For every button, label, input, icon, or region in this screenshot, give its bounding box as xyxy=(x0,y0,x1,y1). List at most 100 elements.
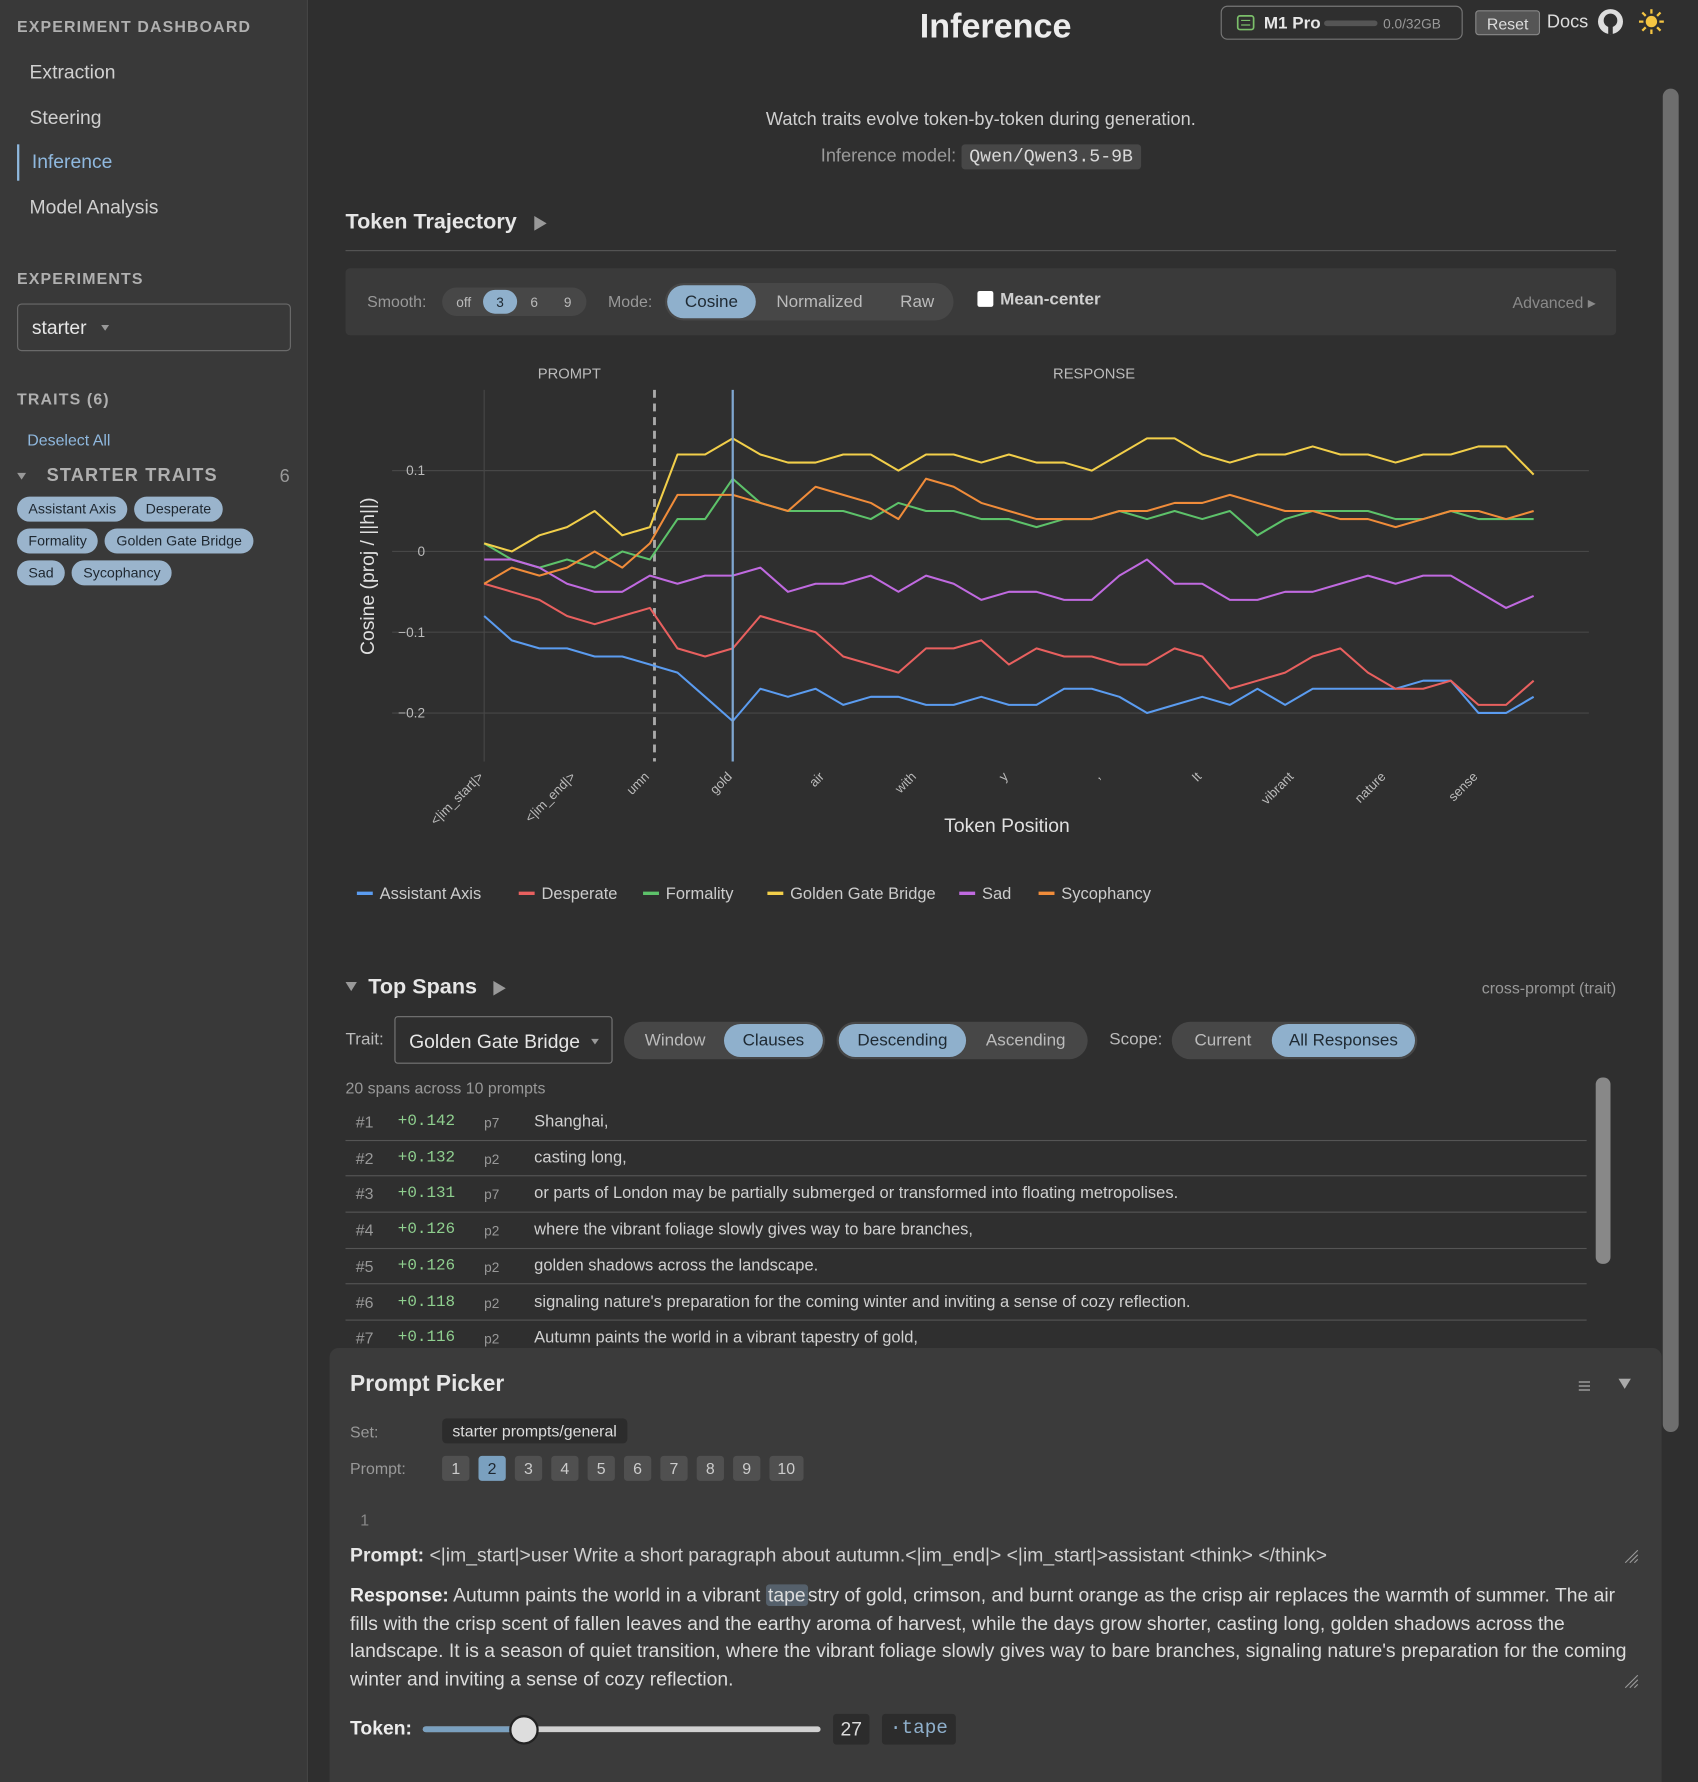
toggle-option[interactable]: Cosine xyxy=(667,285,756,319)
span-text: where the vibrant foliage slowly gives w… xyxy=(534,1220,973,1239)
span-score: +0.116 xyxy=(397,1328,456,1348)
response-block: Response: Autumn paints the world in a v… xyxy=(350,1582,1646,1693)
series-line xyxy=(483,437,1535,553)
device-pill[interactable]: M1 Pro 0.0/32GB xyxy=(1220,5,1463,40)
page-title: Inference xyxy=(919,7,1072,46)
series-line xyxy=(484,558,1535,609)
span-prompt: p2 xyxy=(484,1223,500,1239)
trait-chips: Assistant Axis Desperate Formality Golden G… xyxy=(17,496,290,586)
collapse-arrow[interactable] xyxy=(17,472,27,481)
toggle-option[interactable]: Clauses xyxy=(723,1024,823,1057)
nav-item[interactable]: Model Analysis xyxy=(29,196,159,218)
x-axis-title: Token Position xyxy=(944,816,1070,837)
prompt-button[interactable]: 10 xyxy=(769,1455,804,1481)
controls-bar: Smooth: off 3 6 9 Mode: Cosine Normalized Raw… xyxy=(345,268,1617,336)
span-rank: #1 xyxy=(355,1112,374,1131)
nav-item[interactable]: Inference xyxy=(17,144,290,181)
theme-toggle[interactable] xyxy=(1638,9,1664,35)
x-tick-label: nature xyxy=(1352,769,1389,806)
device-icon xyxy=(1236,15,1255,31)
token-slider[interactable] xyxy=(422,1715,821,1745)
menu-icon[interactable] xyxy=(1578,1381,1591,1391)
toggle-option[interactable]: 6 xyxy=(530,293,538,310)
prompt-button[interactable]: 4 xyxy=(551,1455,579,1481)
span-row[interactable]: #4 +0.126 p2 where the vibrant foliage slow… xyxy=(345,1213,1587,1249)
set-label: Set: xyxy=(350,1422,379,1442)
y-tick-label: −0.1 xyxy=(398,625,425,640)
x-tick-label: gold xyxy=(707,769,735,797)
x-tick-label: air xyxy=(806,768,827,789)
trait-select[interactable]: Golden Gate Bridge xyxy=(394,1016,613,1064)
trait-chip[interactable]: Sad xyxy=(17,560,66,586)
slider-thumb[interactable] xyxy=(508,1715,539,1745)
trait-chip[interactable]: Desperate xyxy=(134,496,223,522)
prompt-button[interactable]: 1 xyxy=(442,1455,470,1481)
memory-bar xyxy=(1324,20,1378,27)
prompt-button[interactable]: 5 xyxy=(587,1455,615,1481)
nav-item[interactable]: Extraction xyxy=(29,61,116,83)
advanced-toggle[interactable]: Advanced ▸ xyxy=(1512,293,1596,312)
span-row[interactable]: #5 +0.126 p2 golden shadows across the land… xyxy=(345,1249,1587,1285)
trait-chip[interactable]: Sycophancy xyxy=(71,560,173,586)
span-score: +0.118 xyxy=(397,1292,456,1312)
section-heading: Top Spans xyxy=(368,975,478,1000)
prompt-button[interactable]: 6 xyxy=(623,1455,652,1481)
mean-center-label[interactable]: Mean-center xyxy=(1000,289,1101,310)
mean-center-checkbox[interactable] xyxy=(977,290,994,307)
mode-label: Mode: xyxy=(608,292,653,311)
x-tick-label: y xyxy=(996,769,1012,785)
prompt-button[interactable]: 8 xyxy=(696,1455,724,1481)
toggle-option[interactable]: off xyxy=(456,293,472,310)
toggle-option[interactable]: Ascending xyxy=(985,1030,1066,1051)
set-badge[interactable]: starter prompts/general xyxy=(442,1418,628,1444)
span-row[interactable]: #3 +0.131 p7 or parts of London may be part… xyxy=(345,1177,1587,1213)
prompt-button[interactable]: 2 xyxy=(478,1455,506,1481)
toggle-option[interactable]: Raw xyxy=(900,292,935,312)
line-number: 1 xyxy=(360,1510,370,1529)
toggle-option[interactable]: Normalized xyxy=(776,292,863,312)
trait-chip[interactable]: Golden Gate Bridge xyxy=(105,528,254,554)
prompt-button[interactable]: 3 xyxy=(514,1455,543,1481)
resize-handle[interactable] xyxy=(1623,1673,1639,1689)
prompt-line: Prompt: <|im_start|>user Write a short p… xyxy=(350,1545,1327,1568)
toggle-option[interactable]: Current xyxy=(1194,1030,1252,1051)
sidebar: EXPERIMENT DASHBOARD Extraction Steering I… xyxy=(0,0,309,1782)
annotation: RESPONSE xyxy=(1053,366,1135,382)
toggle-option[interactable]: Window xyxy=(644,1030,706,1051)
toggle-option[interactable]: 9 xyxy=(563,293,572,310)
trait-group-name: STARTER TRAITS xyxy=(46,465,218,486)
scrollbar-thumb[interactable] xyxy=(1662,88,1679,1433)
nav-item[interactable]: Steering xyxy=(29,106,102,128)
prompt-button[interactable]: 9 xyxy=(733,1455,761,1481)
table-scrollbar[interactable] xyxy=(1595,1077,1611,1264)
toggle-option[interactable]: Descending xyxy=(838,1024,967,1057)
collapse-icon[interactable] xyxy=(1618,1378,1632,1390)
resize-handle[interactable] xyxy=(1623,1548,1639,1564)
play-icon[interactable] xyxy=(534,215,548,231)
github-icon[interactable] xyxy=(1597,8,1624,35)
span-rank: #7 xyxy=(355,1328,374,1348)
experiment-select[interactable]: starter xyxy=(17,303,291,352)
span-score: +0.132 xyxy=(397,1148,456,1167)
span-row[interactable]: #1 +0.142 p7 Shanghai, xyxy=(345,1105,1587,1141)
span-row[interactable]: #2 +0.132 p2 casting long, xyxy=(345,1141,1587,1177)
device-name: M1 Pro xyxy=(1263,13,1321,33)
collapse-arrow[interactable] xyxy=(345,981,359,992)
x-tick-label: <|im_start|> xyxy=(427,769,486,828)
span-text: Autumn paints the world in a vibrant tap… xyxy=(534,1328,919,1348)
prompt-picker: Prompt Picker Set: starter prompts/gener… xyxy=(329,1347,1662,1782)
toggle-option[interactable]: 3 xyxy=(483,289,518,314)
span-row[interactable]: #6 +0.118 p2 signaling nature's preparation… xyxy=(345,1285,1587,1321)
scope-label: Scope: xyxy=(1109,1029,1163,1050)
trait-chip[interactable]: Formality xyxy=(17,528,99,554)
prompt-button[interactable]: 7 xyxy=(660,1455,688,1481)
deselect-all[interactable]: Deselect All xyxy=(27,430,111,449)
trait-label: Trait: xyxy=(345,1029,384,1050)
docs-link[interactable]: Docs xyxy=(1546,12,1589,32)
trait-chip[interactable]: Assistant Axis xyxy=(17,496,128,522)
reset-button[interactable]: Reset xyxy=(1475,10,1541,36)
toggle-option[interactable]: All Responses xyxy=(1271,1024,1416,1057)
play-icon[interactable] xyxy=(493,980,507,996)
